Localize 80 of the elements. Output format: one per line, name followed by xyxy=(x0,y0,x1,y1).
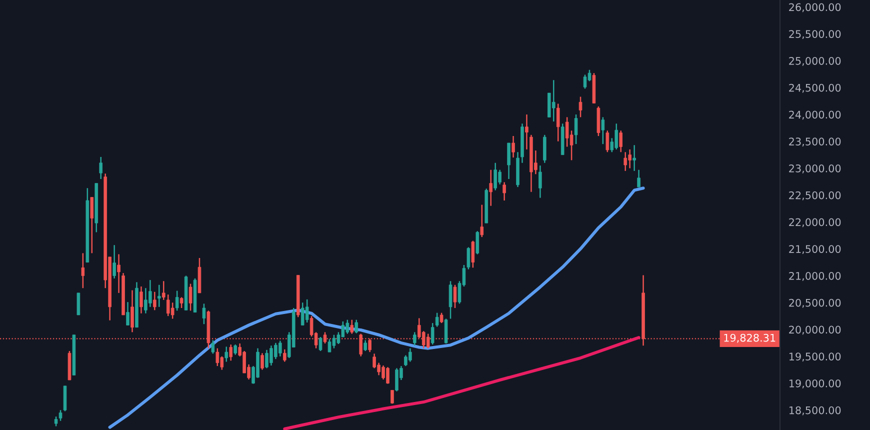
candlestick xyxy=(305,298,309,324)
candlestick xyxy=(578,96,582,118)
candlestick xyxy=(328,338,332,353)
candlestick xyxy=(157,284,161,308)
line-series xyxy=(283,336,640,430)
y-tick-label: 24,500.00 xyxy=(789,84,841,93)
y-tick-label: 18,500.00 xyxy=(789,406,841,416)
candlestick xyxy=(413,332,416,346)
y-tick-label: 23,000.00 xyxy=(789,164,841,174)
candlestick xyxy=(162,280,166,301)
candlestick xyxy=(538,164,542,198)
candlestick xyxy=(170,302,174,320)
candlestick xyxy=(364,340,367,352)
candlestick xyxy=(188,283,192,312)
y-tick-label: 21,000.00 xyxy=(789,272,841,281)
y-tick-label: 20,500.00 xyxy=(789,298,841,308)
candlestick xyxy=(543,134,546,164)
candlestick xyxy=(175,290,179,312)
candlestick xyxy=(435,312,439,328)
y-tick-label: 26,000.00 xyxy=(789,3,841,12)
candlestick xyxy=(632,144,636,172)
ref-line-label: 19,828.31 xyxy=(724,334,776,343)
candlestick xyxy=(224,346,228,362)
candlestick xyxy=(480,204,484,238)
candlestick xyxy=(153,291,156,311)
candlestick xyxy=(234,344,237,356)
y-tick-label: 25,000.00 xyxy=(789,56,841,66)
candlestick xyxy=(117,254,120,294)
candlestick xyxy=(318,336,322,352)
candlestick xyxy=(90,196,94,254)
candlestick xyxy=(211,340,215,354)
candlestick xyxy=(99,156,103,180)
candlestick xyxy=(180,296,184,309)
candlestick xyxy=(476,230,480,255)
candlestick xyxy=(260,352,264,370)
candlestick xyxy=(583,74,587,90)
candlestick xyxy=(54,416,58,427)
candlestick xyxy=(574,114,578,145)
candlestick xyxy=(112,244,116,280)
candlestick xyxy=(448,280,452,320)
candlestick xyxy=(507,142,510,180)
candlestick xyxy=(140,286,143,314)
candlestick xyxy=(58,409,62,422)
candlestick xyxy=(466,246,470,270)
candlestick xyxy=(229,344,233,362)
candlestick xyxy=(556,103,560,142)
candlestick xyxy=(444,318,448,344)
candlestick xyxy=(619,130,623,153)
y-tick-label: 20,000.00 xyxy=(789,326,841,335)
line-series xyxy=(108,186,645,429)
candlestick xyxy=(606,130,610,153)
candlestick xyxy=(502,182,506,202)
candlestick xyxy=(489,169,493,206)
candlestick xyxy=(525,114,528,150)
candlestick xyxy=(601,116,605,145)
candlestick xyxy=(130,290,134,333)
y-tick-label: 21,500.00 xyxy=(789,245,841,254)
candlestick xyxy=(216,348,220,367)
candlestick xyxy=(76,292,80,316)
candlestick xyxy=(354,319,358,334)
y-tick-label: 19,500.00 xyxy=(789,352,841,362)
candlestick xyxy=(390,390,394,404)
candlestick xyxy=(512,135,515,158)
y-tick-label: 22,000.00 xyxy=(789,218,841,228)
candlestick xyxy=(552,79,556,122)
candlestick xyxy=(81,252,85,289)
y-tick-label: 23,500.00 xyxy=(789,138,841,147)
y-tick-label: 25,500.00 xyxy=(789,30,841,40)
y-tick-label: 19,000.00 xyxy=(789,379,841,388)
candlestick xyxy=(637,169,640,188)
candlestick xyxy=(440,312,444,324)
candlestick xyxy=(430,322,434,346)
candlestick xyxy=(453,284,457,309)
candlestick xyxy=(126,301,130,326)
candlestick xyxy=(202,303,206,325)
candlestick xyxy=(471,240,475,268)
candlestick xyxy=(350,319,354,334)
y-tick-label: 24,000.00 xyxy=(789,110,841,120)
y-tick-label: 22,500.00 xyxy=(789,191,841,200)
candlestick xyxy=(283,348,286,362)
